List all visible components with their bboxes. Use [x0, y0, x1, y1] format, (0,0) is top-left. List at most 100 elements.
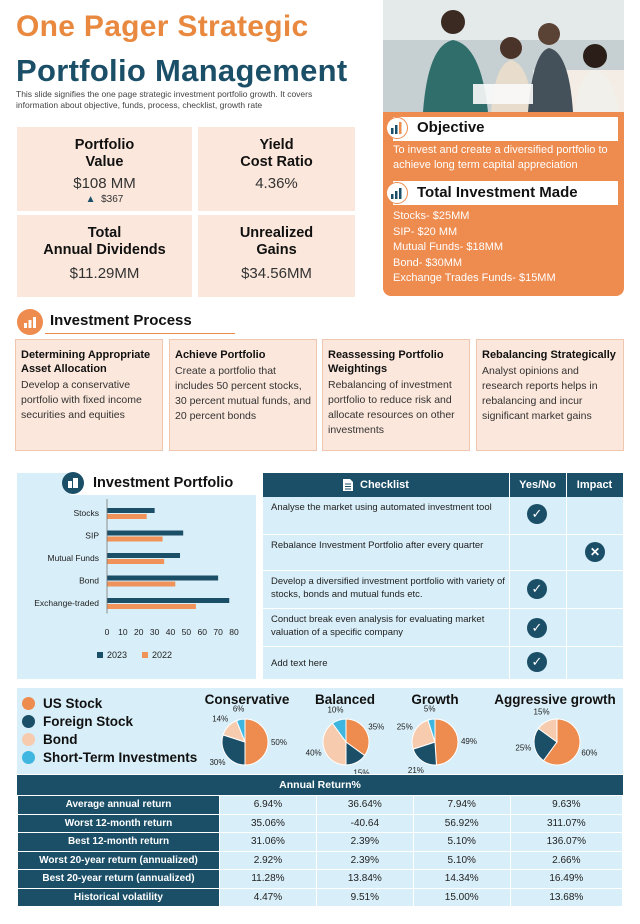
- pie-pct-label: 35%: [368, 723, 384, 732]
- return-cell: 14.34%: [412, 869, 511, 889]
- table-row: Rebalance Investment Portfolio after eve…: [263, 535, 623, 571]
- process-step-text: Analyst opinions and research reports he…: [482, 365, 598, 422]
- metric-unrealized-gains: Unrealized Gains $34.56MM: [198, 215, 355, 297]
- process-step-text: Create a portfolio that includes 50 perc…: [175, 365, 312, 422]
- process-step-title: Determining Appropriate Asset Allocation: [21, 349, 151, 375]
- checkmark-icon: ✓: [527, 618, 547, 638]
- legend-item-short-term: Short-Term Investments: [22, 748, 197, 766]
- bar-2022: [107, 604, 196, 609]
- table-row: Average annual return 6.94% 36.64% 7.94% 9.6…: [17, 795, 624, 815]
- metric-portfolio-value: Portfolio Value $108 MM ▲ $367: [17, 127, 192, 211]
- tick-label: 40: [166, 627, 176, 637]
- pie-pct-label: 14%: [212, 715, 228, 724]
- table-row: Worst 20-year return (annualized) 2.92% 2.…: [17, 850, 624, 870]
- metric-annual-dividends: Total Annual Dividends $11.29MM: [17, 215, 192, 297]
- return-cell: 56.92%: [412, 813, 511, 833]
- triangle-up-icon: ▲: [85, 194, 96, 205]
- return-row-label: Best 20-year return (annualized): [17, 869, 220, 889]
- pie-title-growth: Growth: [411, 692, 459, 707]
- checklist-item-text: Rebalance Investment Portfolio after eve…: [271, 540, 484, 551]
- pie-slice: [434, 718, 459, 766]
- pie-pct-label: 10%: [327, 706, 343, 715]
- return-cell: 136.07%: [509, 832, 624, 852]
- pie-title-aggressive: Aggressive growth: [494, 692, 616, 707]
- checklist-item-text: Add text here: [271, 658, 328, 669]
- return-cell: 9.63%: [509, 795, 624, 815]
- return-cell: 13.68%: [509, 887, 624, 907]
- impact-col-heading: Impact: [576, 479, 613, 491]
- table-row: Add text here ✓: [263, 647, 623, 679]
- list-item: Stocks- $25MM: [393, 210, 470, 222]
- metric-yield-cost-ratio: Yield Cost Ratio 4.36%: [198, 127, 355, 211]
- metric-label: Unrealized: [239, 225, 314, 241]
- objective-header: [393, 117, 618, 141]
- metric-label: Portfolio: [74, 137, 135, 153]
- pie-slice: [244, 718, 269, 766]
- process-step-1: Determining Appropriate Asset Allocation…: [15, 339, 163, 451]
- list-item: SIP- $20 MM: [393, 225, 458, 238]
- pie-slice: [221, 734, 246, 766]
- table-row: Best 12-month return 31.06% 2.39% 5.10% 136.…: [17, 832, 624, 852]
- legend-label: Foreign Stock: [43, 713, 134, 729]
- return-cell: 5.10%: [412, 850, 511, 870]
- list-item: Exchange Trades Funds- $15MM: [393, 272, 556, 284]
- return-cell: 2.39%: [315, 832, 414, 852]
- pie-slice: [411, 719, 436, 750]
- bar-2022: [107, 581, 176, 587]
- bar-2023: [107, 508, 155, 513]
- return-cell: 6.94%: [219, 795, 317, 815]
- bar-2022: [107, 536, 163, 542]
- process-step-title: Reassessing Portfolio Weightings: [328, 349, 444, 375]
- table-row: Develop a diversified investment portfol…: [263, 571, 623, 609]
- annual-return-table: Average annual return 6.94% 36.64% 7.94% 9.6…: [17, 795, 624, 907]
- pie-pct-label: 5%: [424, 704, 436, 713]
- legend-swatch: [22, 714, 35, 728]
- legend-swatch: [22, 732, 35, 746]
- bar-2023: [107, 575, 219, 581]
- checklist-header: [263, 473, 623, 497]
- pie-pct-label: 40%: [306, 749, 322, 758]
- return-cell: 15.00%: [412, 887, 511, 907]
- tick-label: 0: [105, 627, 110, 637]
- portfolio-building-icon: [62, 472, 84, 494]
- column-divider: [509, 473, 510, 679]
- total-investment-list: Stocks- $25MM SIP- $20 MM Mutual Funds- …: [393, 209, 556, 287]
- return-cell: 9.51%: [315, 887, 414, 907]
- process-step-2: Achieve Portfolio Create a portfolio tha…: [169, 339, 317, 451]
- table-row: Analyse the market using automated inves…: [263, 497, 623, 535]
- category-label: Mutual Funds: [48, 553, 100, 563]
- investment-portfolio-heading: Investment Portfolio: [93, 475, 234, 491]
- metric-label: Gains: [256, 242, 297, 258]
- pie-pct-label: 15%: [353, 768, 369, 774]
- tick-label: 80: [229, 627, 239, 637]
- process-step-title: Rebalancing Strategically: [482, 349, 616, 361]
- legend-label: Short-Term Investments: [43, 749, 198, 765]
- return-row-label: Worst 12-month return: [17, 813, 220, 833]
- checkmark-icon: ✓: [527, 504, 547, 524]
- document-icon: [342, 478, 356, 492]
- metric-label: Annual Dividends: [43, 242, 166, 258]
- legend-label: 2022: [152, 650, 172, 660]
- checklist-col-heading: Checklist: [360, 479, 409, 491]
- asset-legend: US Stock Foreign Stock Bond Short-Term I…: [22, 694, 197, 766]
- pie-slice: [345, 718, 370, 757]
- checklist-rows: Analyse the market using automated inves…: [263, 497, 623, 679]
- team-photo-illustration: [383, 0, 624, 112]
- total-investment-heading: Total Investment Made: [417, 184, 578, 201]
- metric-label: Cost Ratio: [240, 154, 313, 170]
- bar-2023: [107, 598, 230, 603]
- process-underline: [45, 333, 235, 334]
- checklist-item-text: Develop a diversified investment portfol…: [271, 576, 505, 600]
- return-cell: 11.28%: [219, 869, 317, 889]
- legend-swatch: [22, 696, 35, 710]
- legend-swatch: [142, 652, 148, 658]
- checkmark-icon: ✓: [527, 579, 547, 599]
- pie-pct-label: 25%: [515, 743, 531, 752]
- total-investment-header: [393, 181, 618, 205]
- bar-2023: [107, 530, 184, 536]
- checklist-item-text: Analyse the market using automated inves…: [271, 502, 492, 513]
- page-title-line1: One Pager Strategic: [16, 10, 309, 43]
- page-title-line2: Portfolio Management: [16, 53, 348, 88]
- legend-swatch: [22, 750, 35, 764]
- return-cell: 16.49%: [509, 869, 624, 889]
